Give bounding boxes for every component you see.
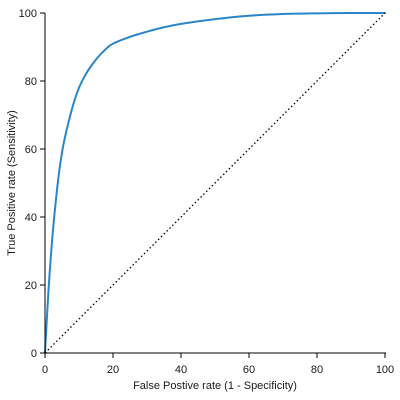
y-tick-label: 40	[25, 212, 37, 224]
x-axis-title: False Postive rate (1 - Specificity)	[133, 380, 297, 392]
y-tick-label: 100	[19, 8, 37, 20]
x-tick-label: 40	[175, 364, 187, 376]
y-axis-title: True Positive rate (Sensitivity)	[6, 110, 18, 256]
y-tick-label: 0	[31, 348, 37, 360]
axes-layer	[44, 13, 386, 354]
roc-curve-line	[44, 11, 386, 354]
x-tick-label: 0	[42, 364, 48, 376]
y-tick-label: 80	[25, 76, 37, 88]
x-tick-label: 20	[107, 364, 119, 376]
x-tick-label: 60	[243, 364, 255, 376]
series-layer	[44, 11, 386, 354]
reference-diagonal-line	[44, 12, 386, 354]
y-tick-label: 20	[25, 280, 37, 292]
y-tick-label: 60	[25, 144, 37, 156]
x-tick-label: 80	[311, 364, 323, 376]
x-tick-label: 100	[376, 364, 394, 376]
ticks-layer: 0 20 40 60 80 100 0 20 40 60 80 100	[19, 8, 395, 376]
